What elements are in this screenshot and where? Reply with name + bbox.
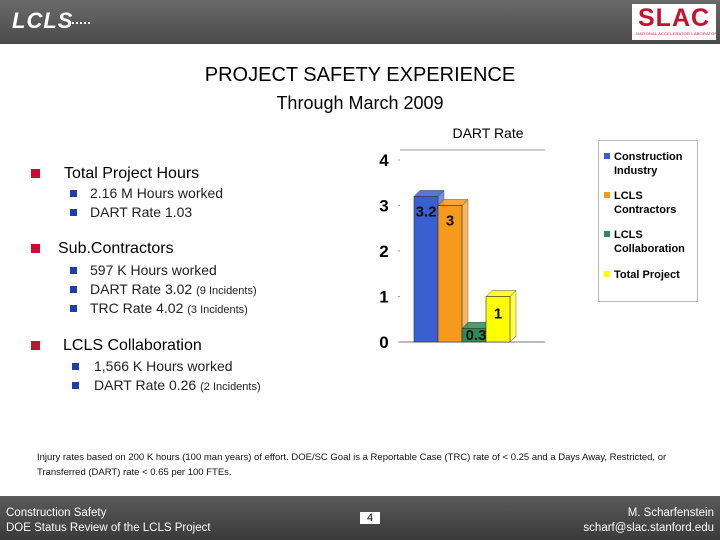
bar-top: [485, 290, 517, 297]
bar-lcls-collaboration: [461, 328, 487, 343]
item-bullet: [72, 363, 79, 370]
y-tick-label: 1: [379, 288, 388, 307]
bar-construction-industry: [413, 196, 439, 343]
y-tick-label: 0: [379, 333, 388, 352]
page-subtitle: Through March 2009: [276, 93, 444, 113]
footnote: Injury rates based on 200 K hours (100 m…: [37, 452, 667, 478]
chart-title: DART Rate: [452, 125, 523, 141]
bar-top: [461, 322, 493, 329]
item-bullet: [70, 305, 77, 312]
section-heading-subcontractors: Sub.Contractors: [58, 240, 174, 257]
y-tick-label: 2: [379, 242, 388, 261]
lcls-logo: LCLS: [12, 8, 74, 33]
list-item-text: DART Rate 1.03: [90, 204, 193, 220]
bar-side: [461, 198, 469, 343]
item-bullet: [70, 267, 77, 274]
bar-top: [413, 190, 445, 197]
section-bullet: [31, 169, 40, 178]
item-bullet: [70, 209, 77, 216]
section-bullet: [31, 244, 40, 253]
bar-data-label: 3.2: [416, 203, 437, 220]
list-item-note: (9 Incidents): [196, 285, 257, 297]
section-heading-lcls-collaboration: LCLS Collaboration: [63, 337, 202, 354]
list-item-note: (2 Incidents): [200, 381, 261, 393]
page-title: PROJECT SAFETY EXPERIENCE: [204, 64, 516, 86]
plot-area: [400, 150, 545, 342]
list-item: TRC Rate 4.02 (3 Incidents): [90, 300, 248, 316]
list-item: 597 K Hours worked: [90, 262, 217, 278]
bar-side: [437, 189, 445, 343]
item-bullet: [72, 382, 79, 389]
y-tick-label: 4: [379, 151, 389, 170]
list-item-text: DART Rate 3.02: [90, 281, 193, 297]
bar-top: [437, 199, 469, 206]
footer-email: scharf@slac.stanford.edu: [583, 522, 714, 534]
list-item: 1,566 K Hours worked: [94, 358, 233, 374]
y-tick-label: 3: [379, 197, 388, 216]
footer-left-line1: Construction Safety: [6, 507, 107, 519]
list-item: DART Rate 3.02 (9 Incidents): [90, 281, 257, 297]
list-item-text: 597 K Hours worked: [90, 262, 217, 278]
list-item-text: 1,566 K Hours worked: [94, 358, 233, 374]
footer-left-line2: DOE Status Review of the LCLS Project: [6, 522, 211, 534]
lcls-logo-dots: [68, 22, 90, 24]
list-item: DART Rate 0.26 (2 Incidents): [94, 377, 261, 393]
page-number: 4: [360, 512, 380, 524]
list-item-text: TRC Rate 4.02: [90, 300, 184, 316]
slac-logo-subtitle: NATIONAL ACCELERATOR LABORATORY: [636, 31, 716, 36]
item-bullet: [70, 286, 77, 293]
section-heading-total-project: Total Project Hours: [64, 165, 200, 182]
list-item-note: (3 Incidents): [187, 304, 248, 316]
bar-lcls-contractors: [437, 205, 463, 343]
list-item: 2.16 M Hours worked: [90, 185, 223, 201]
bar-data-label: 3: [446, 213, 454, 230]
header-bar: [0, 0, 720, 44]
list-item-text: DART Rate 0.26: [94, 377, 197, 393]
list-item: DART Rate 1.03: [90, 204, 192, 220]
bar-side: [509, 289, 517, 343]
section-bullet: [31, 341, 40, 350]
footer-author: M. Scharfenstein: [627, 507, 714, 519]
item-bullet: [70, 190, 77, 197]
bar-side: [485, 321, 493, 343]
bar-data-label: 1: [494, 306, 502, 323]
list-item-text: 2.16 M Hours worked: [90, 185, 224, 201]
bar-data-label: 0.3: [466, 327, 487, 344]
slac-logo: SLAC: [638, 4, 711, 32]
slac-logo-background: [632, 4, 716, 40]
bar-total-project: [485, 296, 511, 343]
chart-legend: [598, 140, 698, 302]
